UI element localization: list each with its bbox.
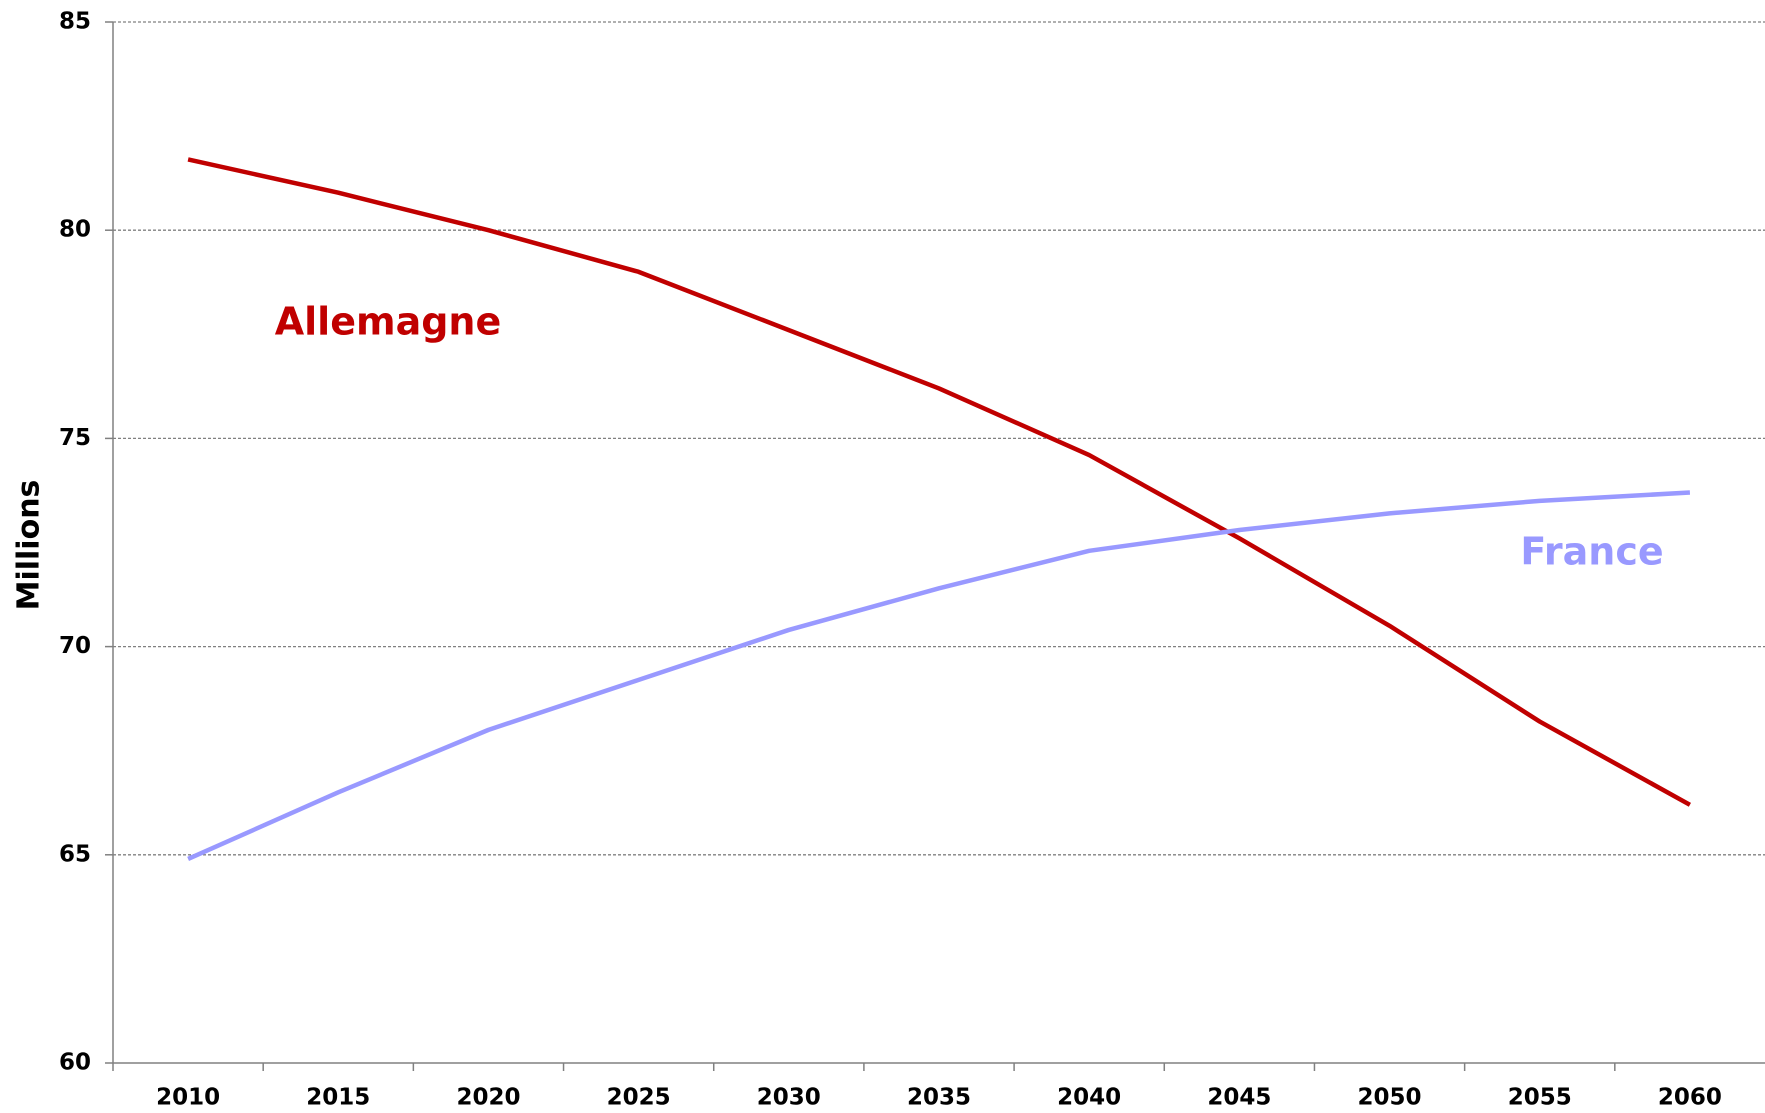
y-tick-label: 80 (59, 217, 91, 243)
x-tick-label: 2055 (1508, 1085, 1572, 1111)
series-line (187, 490, 1691, 862)
y-tick-label: 65 (59, 841, 91, 867)
x-tick-label: 2015 (306, 1085, 370, 1111)
y-axis-label: Millions (12, 480, 47, 611)
x-tick-label: 2045 (1207, 1085, 1271, 1111)
x-tick-label: 2040 (1057, 1085, 1121, 1111)
x-tick-label: 2035 (907, 1085, 971, 1111)
x-tick-label: 2050 (1358, 1085, 1422, 1111)
y-tick-label: 75 (59, 425, 91, 451)
series-line (187, 157, 1692, 807)
x-tick-label: 2030 (757, 1085, 821, 1111)
x-tick-label: 2020 (456, 1085, 520, 1111)
x-tick-label: 2010 (156, 1085, 220, 1111)
y-tick-label: 85 (59, 9, 91, 35)
x-tick-label: 2025 (607, 1085, 671, 1111)
x-tick-label: 2060 (1658, 1085, 1722, 1111)
series-label: France (1520, 530, 1663, 574)
series-label: Allemagne (275, 300, 502, 344)
y-tick-label: 70 (59, 633, 91, 659)
y-tick-label: 60 (59, 1050, 91, 1076)
